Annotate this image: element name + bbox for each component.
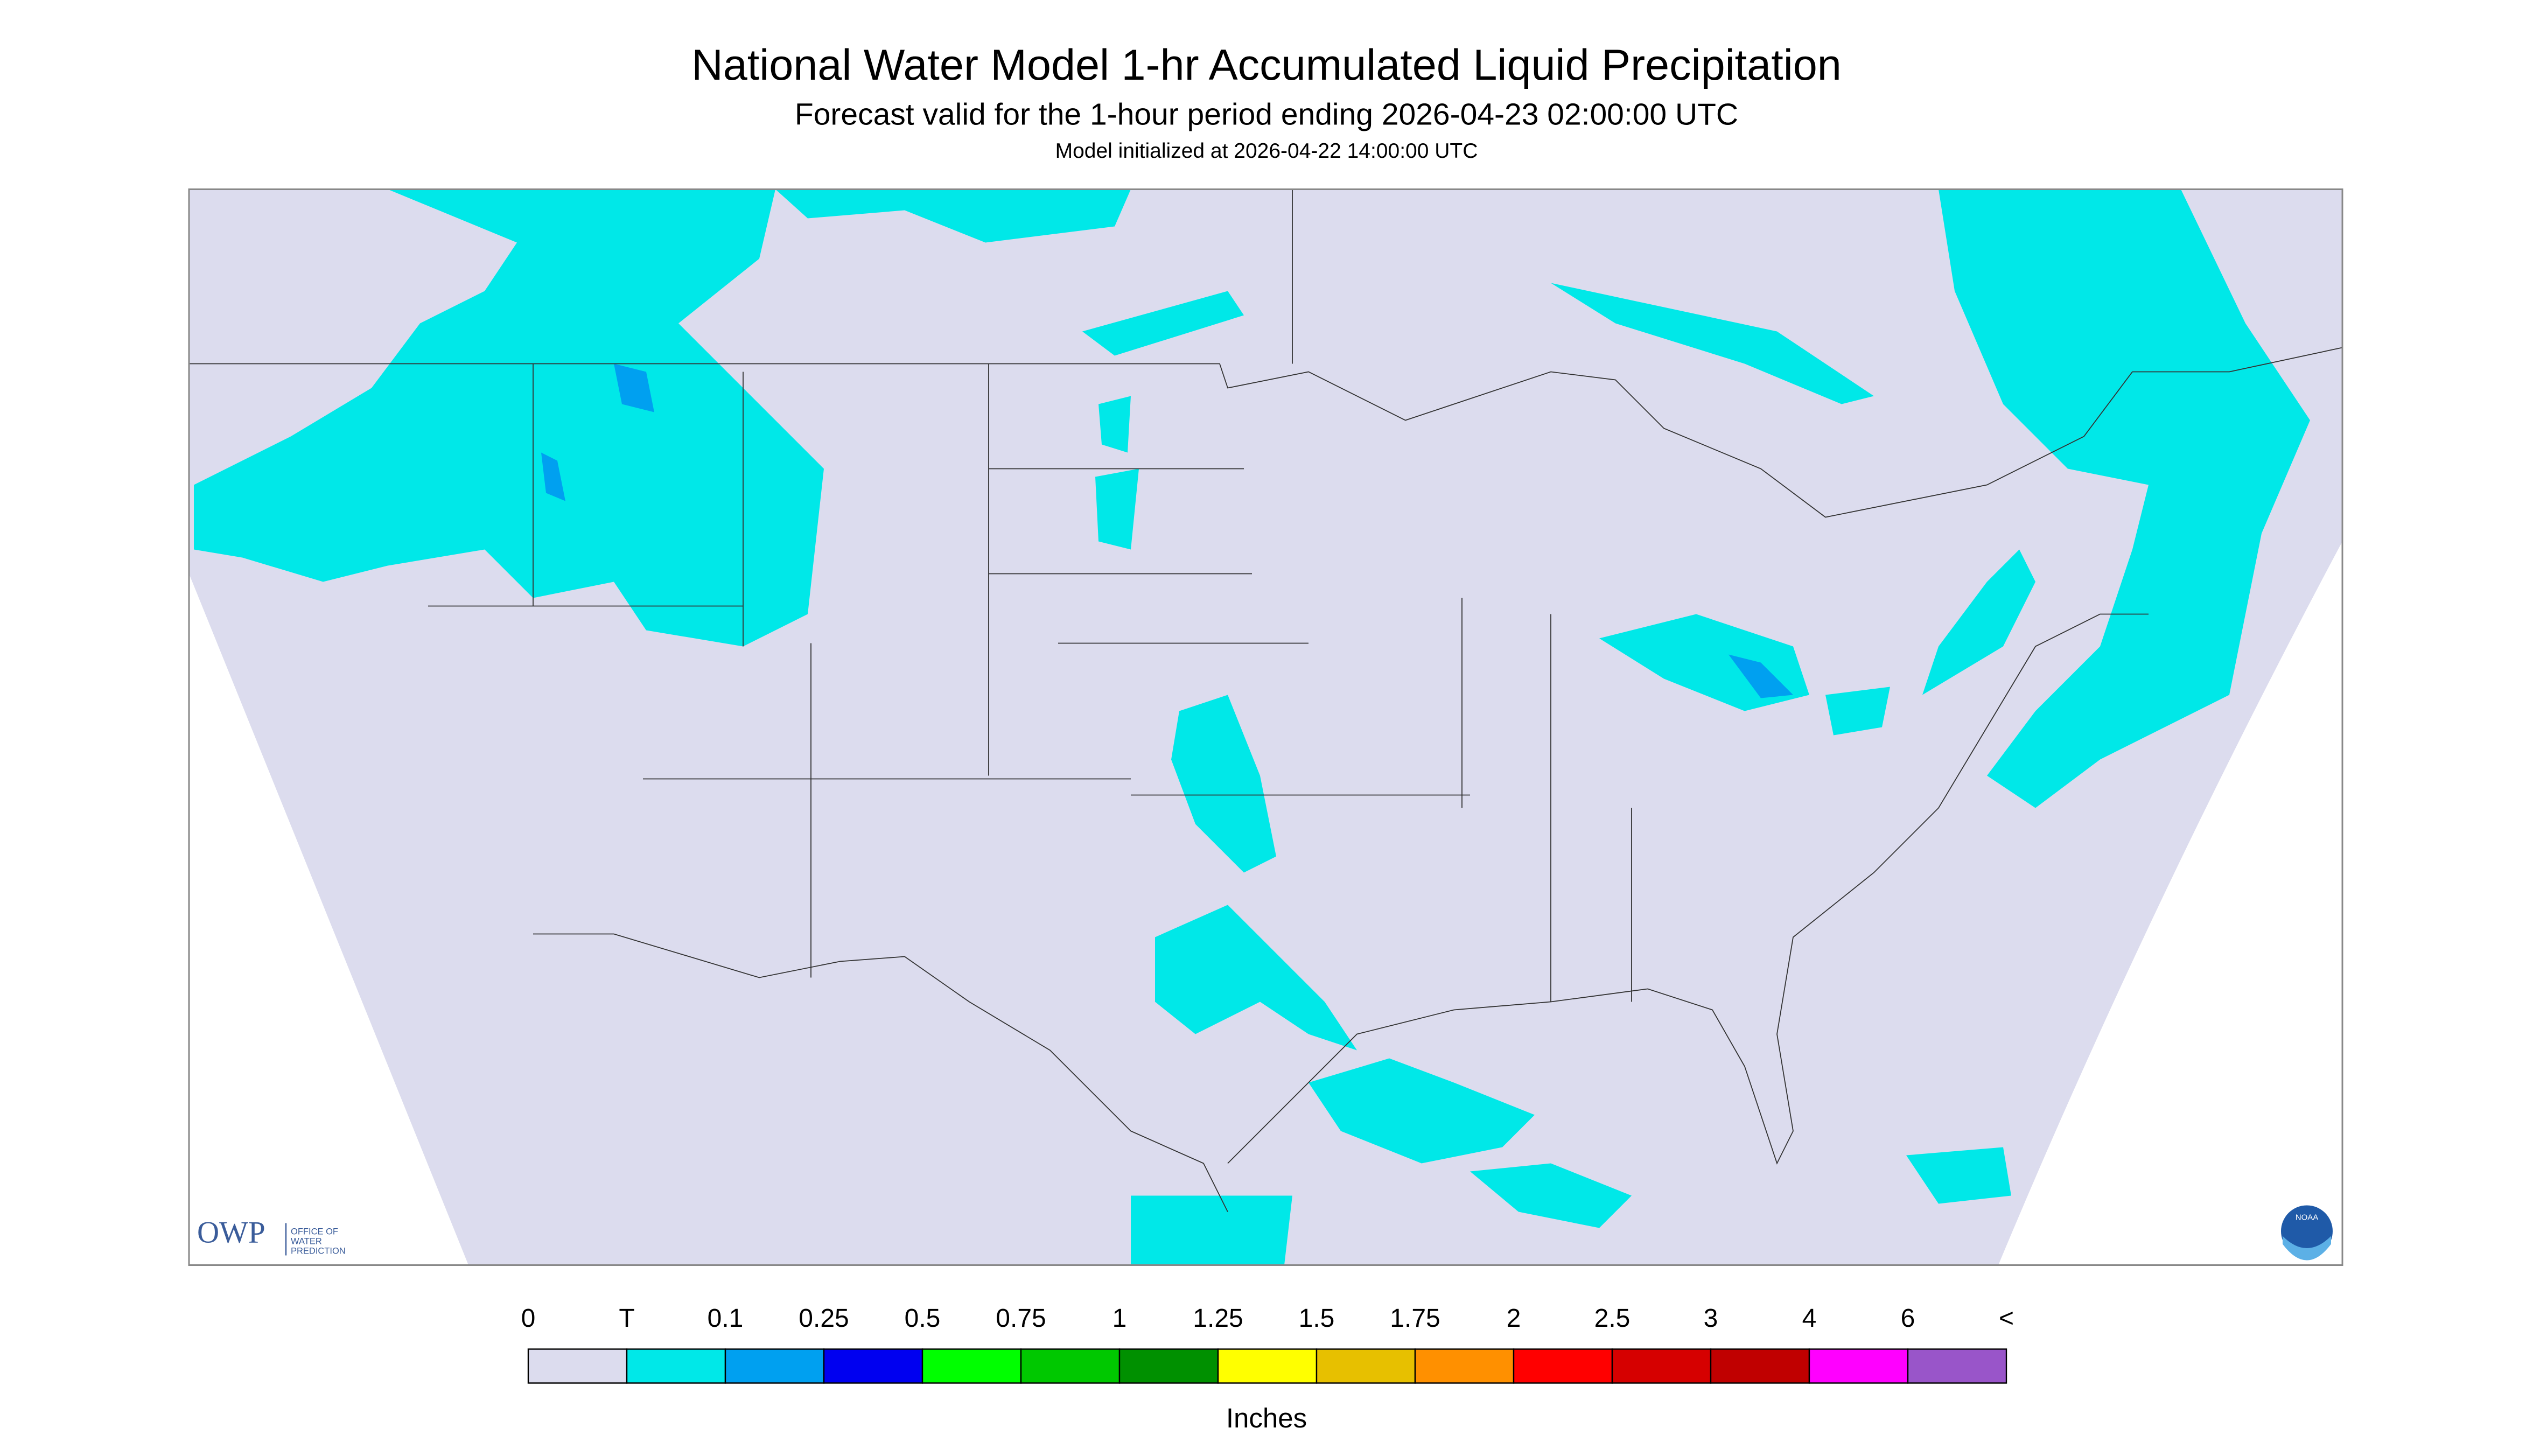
legend-swatch	[1513, 1348, 1613, 1384]
noaa-logo-text: NOAA	[2296, 1213, 2319, 1222]
legend-swatch	[1414, 1348, 1515, 1384]
precip-area	[1906, 1147, 2011, 1204]
legend-swatch	[921, 1348, 1022, 1384]
owp-logo: OWP OFFICE OF WATER PREDICTION	[197, 1216, 346, 1256]
init-note: Model initialized at 2026-04-22 14:00:00…	[1055, 139, 1478, 163]
legend-unit: Inches	[1226, 1403, 1307, 1433]
precip-area	[1309, 1058, 1535, 1164]
legend-swatch	[1611, 1348, 1712, 1384]
precip-area	[1082, 291, 1244, 356]
precip-area	[1939, 189, 2310, 808]
legend-swatch	[1710, 1348, 1810, 1384]
legend-label: 0.1	[708, 1304, 744, 1333]
precip-area	[1825, 687, 1890, 736]
precip-area	[1551, 283, 1874, 404]
legend: 0 T 0.1 0.25 0.5 0.75 1 1.25 1.5 1.75 2 2.5 3 4 6 <	[521, 1304, 2014, 1384]
legend-label: T	[619, 1304, 634, 1333]
precip-area	[1155, 905, 1357, 1051]
legend-label: 0.25	[799, 1304, 849, 1333]
noaa-logo: NOAA	[2281, 1205, 2333, 1261]
legend-swatch	[823, 1348, 923, 1384]
precip-areas	[194, 189, 2310, 1265]
legend-label: 0.75	[996, 1304, 1046, 1333]
legend-label: 1.5	[1299, 1304, 1335, 1333]
noaa-logo-wave	[2283, 1236, 2331, 1261]
legend-swatch	[527, 1348, 628, 1384]
precip-area	[1171, 695, 1276, 873]
legend-swatch	[1316, 1348, 1416, 1384]
map: OWP OFFICE OF WATER PREDICTION NOAA	[188, 188, 2343, 1266]
precip-area	[1922, 549, 2035, 695]
legend-label: 2	[1507, 1304, 1521, 1333]
owp-logo-caption: WATER	[291, 1237, 322, 1247]
legend-swatch	[626, 1348, 726, 1384]
precip-area	[775, 189, 1131, 243]
precip-area	[194, 189, 824, 647]
legend-label: 6	[1901, 1304, 1915, 1333]
legend-label: <	[1999, 1304, 2014, 1333]
legend-swatch	[1808, 1348, 1909, 1384]
coast-line	[1227, 613, 2149, 1165]
legend-label: 1.75	[1390, 1304, 1440, 1333]
legend-swatch	[1020, 1348, 1121, 1384]
legend-label: 0.5	[905, 1304, 941, 1333]
subtitle: Forecast valid for the 1-hour period end…	[795, 97, 1738, 132]
legend-label: 3	[1704, 1304, 1718, 1333]
border-line	[533, 933, 1228, 1212]
precip-area	[1131, 1195, 1292, 1265]
owp-logo-caption: OFFICE OF	[291, 1227, 338, 1237]
borders	[189, 189, 2343, 1212]
noaa-logo-circle	[2281, 1205, 2333, 1257]
border-line	[189, 347, 2343, 518]
title: National Water Model 1-hr Accumulated Li…	[691, 41, 1842, 89]
legend-label: 2.5	[1594, 1304, 1631, 1333]
legend-swatch	[724, 1348, 825, 1384]
owp-logo-caption: PREDICTION	[291, 1247, 346, 1256]
legend-swatch	[1217, 1348, 1318, 1384]
legend-label: 0	[521, 1304, 536, 1333]
owp-logo-text: OWP	[197, 1216, 265, 1250]
map-border	[188, 188, 2343, 1266]
legend-swatch	[1118, 1348, 1219, 1384]
precip-area	[1095, 396, 1139, 550]
state-line	[428, 189, 1632, 1002]
legend-swatch	[1907, 1348, 2007, 1384]
legend-label: 1	[1112, 1304, 1127, 1333]
precip-area	[1470, 1163, 1632, 1228]
legend-label: 1.25	[1193, 1304, 1243, 1333]
legend-label: 4	[1802, 1304, 1817, 1333]
